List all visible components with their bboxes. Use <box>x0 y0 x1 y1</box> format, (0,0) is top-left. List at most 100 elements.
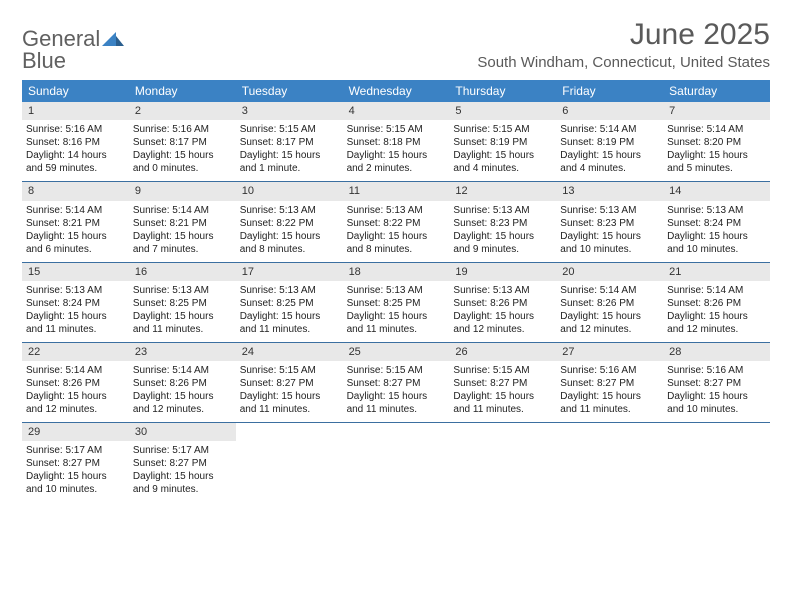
daylight-line: Daylight: 15 hours and 11 minutes. <box>347 310 446 336</box>
daylight-line: Daylight: 15 hours and 12 minutes. <box>26 390 125 416</box>
sunrise-line: Sunrise: 5:14 AM <box>133 364 232 377</box>
day-of-week-header: SundayMondayTuesdayWednesdayThursdayFrid… <box>22 80 770 102</box>
day-number: 4 <box>343 102 450 120</box>
daylight-line: Daylight: 15 hours and 9 minutes. <box>133 470 232 496</box>
daylight-line: Daylight: 15 hours and 11 minutes. <box>453 390 552 416</box>
day-number: 2 <box>129 102 236 120</box>
day-cell: 6Sunrise: 5:14 AMSunset: 8:19 PMDaylight… <box>556 102 663 181</box>
day-number: 9 <box>129 182 236 200</box>
sunrise-line: Sunrise: 5:17 AM <box>133 444 232 457</box>
daylight-line: Daylight: 15 hours and 10 minutes. <box>26 470 125 496</box>
day-number: 13 <box>556 182 663 200</box>
daylight-line: Daylight: 15 hours and 12 minutes. <box>453 310 552 336</box>
day-cell: 14Sunrise: 5:13 AMSunset: 8:24 PMDayligh… <box>663 182 770 261</box>
week-row: 15Sunrise: 5:13 AMSunset: 8:24 PMDayligh… <box>22 263 770 343</box>
day-number: 27 <box>556 343 663 361</box>
sunrise-line: Sunrise: 5:15 AM <box>453 364 552 377</box>
daylight-line: Daylight: 15 hours and 4 minutes. <box>453 149 552 175</box>
daylight-line: Daylight: 15 hours and 10 minutes. <box>667 390 766 416</box>
sunset-line: Sunset: 8:24 PM <box>667 217 766 230</box>
sunrise-line: Sunrise: 5:14 AM <box>26 364 125 377</box>
sunrise-line: Sunrise: 5:16 AM <box>560 364 659 377</box>
day-cell <box>663 423 770 502</box>
logo-word2: Blue <box>22 50 124 72</box>
sunrise-line: Sunrise: 5:15 AM <box>347 123 446 136</box>
day-number: 22 <box>22 343 129 361</box>
sunset-line: Sunset: 8:17 PM <box>240 136 339 149</box>
day-number: 14 <box>663 182 770 200</box>
daylight-line: Daylight: 15 hours and 10 minutes. <box>560 230 659 256</box>
day-number: 11 <box>343 182 450 200</box>
daylight-line: Daylight: 15 hours and 8 minutes. <box>240 230 339 256</box>
day-number: 17 <box>236 263 343 281</box>
day-cell <box>556 423 663 502</box>
day-cell <box>449 423 556 502</box>
day-number: 23 <box>129 343 236 361</box>
sunset-line: Sunset: 8:21 PM <box>26 217 125 230</box>
day-number: 28 <box>663 343 770 361</box>
day-cell: 18Sunrise: 5:13 AMSunset: 8:25 PMDayligh… <box>343 263 450 342</box>
day-number: 25 <box>343 343 450 361</box>
daylight-line: Daylight: 15 hours and 11 minutes. <box>133 310 232 336</box>
sunset-line: Sunset: 8:19 PM <box>453 136 552 149</box>
sunset-line: Sunset: 8:25 PM <box>133 297 232 310</box>
sunset-line: Sunset: 8:21 PM <box>133 217 232 230</box>
day-cell: 11Sunrise: 5:13 AMSunset: 8:22 PMDayligh… <box>343 182 450 261</box>
day-cell <box>236 423 343 502</box>
day-number: 7 <box>663 102 770 120</box>
sunrise-line: Sunrise: 5:13 AM <box>667 204 766 217</box>
daylight-line: Daylight: 15 hours and 11 minutes. <box>560 390 659 416</box>
sunset-line: Sunset: 8:27 PM <box>240 377 339 390</box>
daylight-line: Daylight: 15 hours and 4 minutes. <box>560 149 659 175</box>
day-cell: 30Sunrise: 5:17 AMSunset: 8:27 PMDayligh… <box>129 423 236 502</box>
sunrise-line: Sunrise: 5:13 AM <box>26 284 125 297</box>
sunrise-line: Sunrise: 5:14 AM <box>560 123 659 136</box>
day-cell: 2Sunrise: 5:16 AMSunset: 8:17 PMDaylight… <box>129 102 236 181</box>
daylight-line: Daylight: 15 hours and 7 minutes. <box>133 230 232 256</box>
title-block: June 2025 South Windham, Connecticut, Un… <box>477 18 770 71</box>
month-title: June 2025 <box>477 18 770 52</box>
day-number: 15 <box>22 263 129 281</box>
day-cell: 1Sunrise: 5:16 AMSunset: 8:16 PMDaylight… <box>22 102 129 181</box>
day-cell: 5Sunrise: 5:15 AMSunset: 8:19 PMDaylight… <box>449 102 556 181</box>
day-number: 1 <box>22 102 129 120</box>
sunrise-line: Sunrise: 5:14 AM <box>26 204 125 217</box>
sunset-line: Sunset: 8:18 PM <box>347 136 446 149</box>
daylight-line: Daylight: 15 hours and 6 minutes. <box>26 230 125 256</box>
sunset-line: Sunset: 8:22 PM <box>347 217 446 230</box>
sunset-line: Sunset: 8:26 PM <box>133 377 232 390</box>
day-cell: 28Sunrise: 5:16 AMSunset: 8:27 PMDayligh… <box>663 343 770 422</box>
day-cell: 8Sunrise: 5:14 AMSunset: 8:21 PMDaylight… <box>22 182 129 261</box>
day-cell: 27 Sunrise: 5:16 AMSunset: 8:27 PMDayligh… <box>556 343 663 422</box>
day-cell: 15Sunrise: 5:13 AMSunset: 8:24 PMDayligh… <box>22 263 129 342</box>
week-row: 8Sunrise: 5:14 AMSunset: 8:21 PMDaylight… <box>22 182 770 262</box>
day-cell: 19Sunrise: 5:13 AMSunset: 8:26 PMDayligh… <box>449 263 556 342</box>
day-number: 24 <box>236 343 343 361</box>
sunset-line: Sunset: 8:22 PM <box>240 217 339 230</box>
logo: General Blue <box>22 18 124 72</box>
day-cell: 25Sunrise: 5:15 AMSunset: 8:27 PMDayligh… <box>343 343 450 422</box>
day-cell: 29Sunrise: 5:17 AMSunset: 8:27 PMDayligh… <box>22 423 129 502</box>
sunrise-line: Sunrise: 5:14 AM <box>560 284 659 297</box>
sunrise-line: Sunrise: 5:13 AM <box>240 284 339 297</box>
sunrise-line: Sunrise: 5:17 AM <box>26 444 125 457</box>
sunrise-line: Sunrise: 5:14 AM <box>667 284 766 297</box>
sunset-line: Sunset: 8:23 PM <box>560 217 659 230</box>
dow-label: Tuesday <box>236 80 343 102</box>
sunset-line: Sunset: 8:27 PM <box>453 377 552 390</box>
daylight-line: Daylight: 15 hours and 12 minutes. <box>133 390 232 416</box>
daylight-line: Daylight: 15 hours and 12 minutes. <box>667 310 766 336</box>
sunrise-line: Sunrise: 5:13 AM <box>560 204 659 217</box>
daylight-line: Daylight: 15 hours and 12 minutes. <box>560 310 659 336</box>
logo-mark-icon <box>102 26 124 51</box>
day-cell: 12Sunrise: 5:13 AMSunset: 8:23 PMDayligh… <box>449 182 556 261</box>
week-row: 22Sunrise: 5:14 AMSunset: 8:26 PMDayligh… <box>22 343 770 423</box>
sunrise-line: Sunrise: 5:15 AM <box>240 123 339 136</box>
sunrise-line: Sunrise: 5:14 AM <box>667 123 766 136</box>
day-cell: 26Sunrise: 5:15 AMSunset: 8:27 PMDayligh… <box>449 343 556 422</box>
day-cell: 22Sunrise: 5:14 AMSunset: 8:26 PMDayligh… <box>22 343 129 422</box>
daylight-line: Daylight: 15 hours and 11 minutes. <box>347 390 446 416</box>
day-number: 5 <box>449 102 556 120</box>
sunset-line: Sunset: 8:27 PM <box>26 457 125 470</box>
sunset-line: Sunset: 8:27 PM <box>560 377 659 390</box>
